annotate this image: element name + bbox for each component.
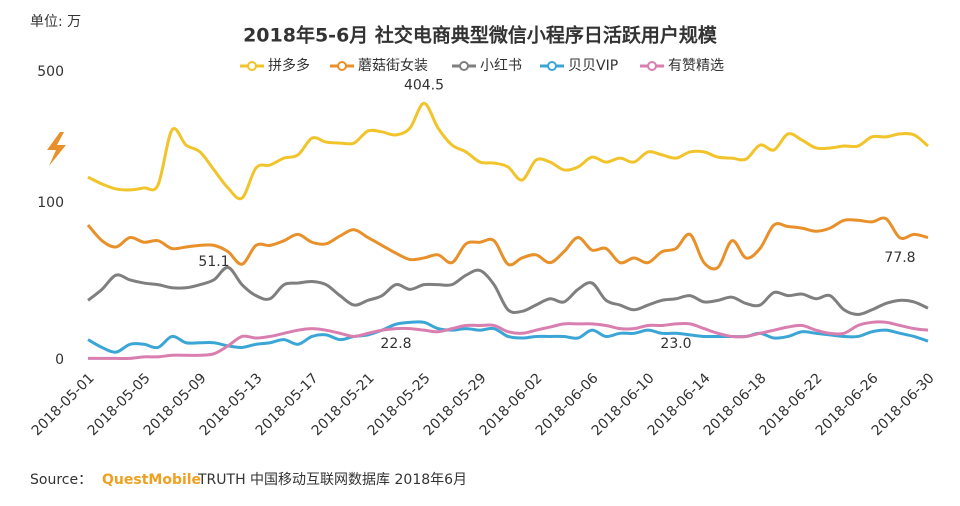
- legend-label: 有赞精选: [668, 58, 724, 74]
- legend-label: 小红书: [480, 58, 522, 74]
- series-line: [87, 320, 929, 361]
- y-tick-label: 0: [55, 352, 64, 368]
- data-label: 22.8: [380, 336, 411, 352]
- data-label: 23.0: [660, 336, 691, 352]
- legend-label: 蘑菇街女装: [358, 57, 428, 74]
- legend-marker: [647, 61, 657, 71]
- legend-marker: [459, 61, 469, 71]
- legend-label: 拼多多: [268, 57, 310, 74]
- source-brand: QuestMobile: [102, 472, 201, 488]
- series-line: [86, 216, 929, 271]
- legend-marker: [337, 61, 347, 71]
- series-line: [87, 265, 929, 316]
- data-label: 404.5: [404, 77, 444, 93]
- chart-title: 2018年5-6月 社交电商典型微信小程序日活跃用户规模: [243, 24, 718, 47]
- data-label: 77.8: [884, 250, 915, 266]
- y-tick-label: 100: [37, 195, 64, 211]
- source-prefix: Source：: [30, 472, 92, 488]
- legend-label: 贝贝VIP: [568, 58, 618, 74]
- legend-marker: [247, 61, 257, 71]
- y-tick-label: 500: [37, 64, 64, 80]
- series-line: [87, 101, 929, 201]
- axis-break-icon: [47, 132, 66, 166]
- source-text: TRUTH 中国移动互联网数据库 2018年6月: [197, 472, 467, 488]
- data-label: 51.1: [198, 254, 229, 270]
- unit-label: 单位: 万: [30, 14, 81, 30]
- legend-marker: [547, 61, 557, 71]
